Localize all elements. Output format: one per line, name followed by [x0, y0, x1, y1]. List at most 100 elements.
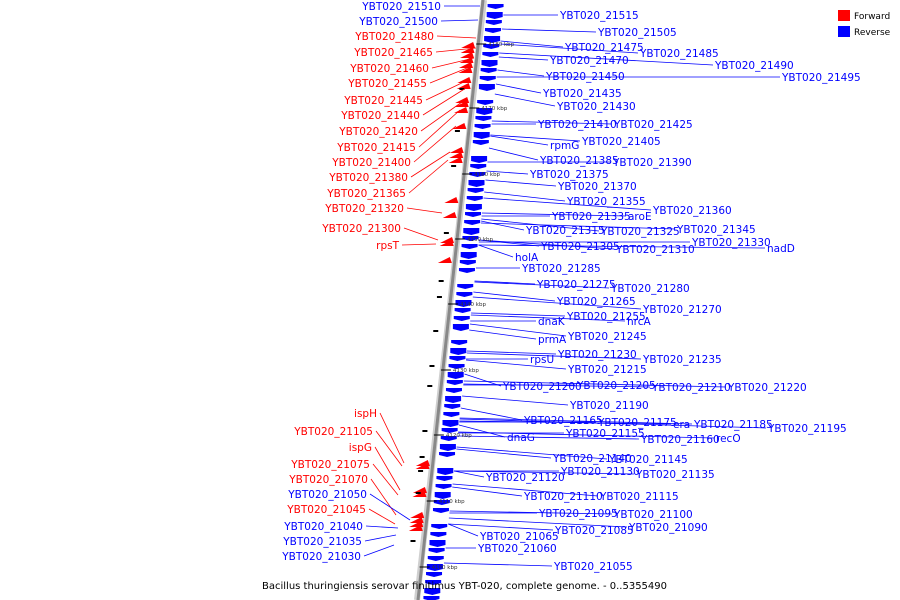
gene-label-left[interactable]: YBT020_21075	[290, 459, 370, 471]
gene-label-right[interactable]: prmA	[538, 334, 567, 346]
gene-label-right[interactable]: nadD	[767, 243, 795, 255]
gene-label-right[interactable]: YBT020_21375	[529, 169, 609, 181]
gene-label-left[interactable]: YBT020_21400	[331, 157, 411, 169]
gene-label-right[interactable]: YBT020_21145	[608, 454, 688, 466]
gene-label-left[interactable]: YBT020_21300	[321, 223, 401, 235]
gene-label-right[interactable]: YBT020_21120	[485, 472, 565, 484]
gene-label-left[interactable]: YBT020_21440	[340, 110, 420, 122]
gene-label-right[interactable]: YBT020_21255	[566, 311, 646, 323]
gene-label-right[interactable]: YBT020_21280	[610, 283, 690, 295]
gene-label-right[interactable]: YBT020_21190	[569, 400, 649, 412]
gene-label-right[interactable]: YBT020_21330	[691, 237, 771, 249]
gene-label-right[interactable]: YBT020_21230	[557, 349, 637, 361]
gene-label-left[interactable]: YBT020_21040	[283, 521, 363, 533]
gene-label-right[interactable]: YBT020_21475	[564, 42, 644, 54]
gene-label-right[interactable]: YBT020_21095	[538, 508, 618, 520]
gene-label-right[interactable]: rpmG	[550, 140, 579, 152]
gene-label-right[interactable]: YBT020_21090	[628, 522, 708, 534]
gene-label-right[interactable]: YBT020_21435	[542, 88, 622, 100]
gene-label-right[interactable]: YBT020_21195	[767, 423, 847, 435]
gene-label-left[interactable]: YBT020_21030	[281, 551, 361, 563]
gene-label-left[interactable]: YBT020_21365	[326, 188, 406, 200]
gene-label-right[interactable]: YBT020_21425	[613, 119, 693, 131]
gene-label-right[interactable]: YBT020_21325	[600, 226, 680, 238]
gene-label-right[interactable]: YBT020_21235	[642, 354, 722, 366]
gene-label-right[interactable]: dnaG	[507, 432, 535, 444]
gene-label-right[interactable]: YBT020_21055	[553, 561, 633, 573]
gene-label-right[interactable]: YBT020_21100	[613, 509, 693, 521]
gene-label-right[interactable]: YBT020_21355	[566, 196, 646, 208]
gene-label-right[interactable]: YBT020_21430	[556, 101, 636, 113]
gene-label-right[interactable]: YBT020_21220	[727, 382, 807, 394]
gene-label-right[interactable]: YBT020_21335	[551, 211, 631, 223]
gene-label-right[interactable]: YBT020_21175	[597, 417, 677, 429]
gene-label-right[interactable]: YBT020_21130	[560, 466, 640, 478]
gene-label-right[interactable]: YBT020_21470	[549, 55, 629, 67]
gene-label-right[interactable]: YBT020_21265	[556, 296, 636, 308]
gene-label-right[interactable]: YBT020_21490	[714, 60, 794, 72]
gene-label-right[interactable]: YBT020_21450	[545, 71, 625, 83]
leader-line	[478, 244, 766, 249]
gene-label-left[interactable]: YBT020_21480	[354, 31, 434, 43]
gene-label-right[interactable]: dnaK	[538, 316, 566, 328]
gene-label-left[interactable]: YBT020_21320	[324, 203, 404, 215]
gene-label-right[interactable]: YBT020_21515	[559, 10, 639, 22]
gene-label-right[interactable]: YBT020_21405	[581, 136, 661, 148]
gene-label-right[interactable]: YBT020_21200	[502, 381, 582, 393]
gene-label-right[interactable]: era	[673, 419, 690, 431]
gene-labels[interactable]: YBT020_21510 YBT020_21500 YBT020_21480 YBT0…	[281, 1, 860, 573]
gene-label-left[interactable]: YBT020_21420	[338, 126, 418, 138]
gene-label-right[interactable]: YBT020_21285	[521, 263, 601, 275]
gene-label-right[interactable]: YBT020_21245	[567, 331, 647, 343]
gene-label-left[interactable]: YBT020_21105	[293, 426, 373, 438]
gene-label-right[interactable]: YBT020_21155	[565, 428, 645, 440]
gene-label-right[interactable]: YBT020_21085	[554, 525, 634, 537]
gene-label-right[interactable]: rpsU	[530, 354, 554, 366]
gene-label-right[interactable]: YBT020_21275	[536, 279, 616, 291]
gene-label-right[interactable]: YBT020_21270	[642, 304, 722, 316]
gene-label-left[interactable]: YBT020_21500	[358, 16, 438, 28]
gene-label-right[interactable]: YBT020_21385	[539, 155, 619, 167]
gene-label-right[interactable]: YBT020_21140	[552, 453, 632, 465]
gene-label-right[interactable]: YBT020_21115	[599, 491, 679, 503]
gene-label-right[interactable]: YBT020_21485	[639, 48, 719, 60]
gene-label-right[interactable]: hrcA	[627, 316, 652, 328]
gene-label-left[interactable]: YBT020_21045	[286, 504, 366, 516]
gene-label-right[interactable]: YBT020_21310	[615, 244, 695, 256]
gene-label-left[interactable]: ispH	[354, 408, 377, 420]
gene-label-right[interactable]: YBT020_21315	[525, 225, 605, 237]
gene-label-left[interactable]: ispG	[349, 442, 372, 454]
gene-label-right[interactable]: YBT020_21160	[640, 434, 720, 446]
gene-label-right[interactable]: YBT020_21370	[557, 181, 637, 193]
gene-label-right[interactable]: YBT020_21060	[477, 543, 557, 555]
gene-label-right[interactable]: YBT020_21135	[635, 469, 715, 481]
gene-label-right[interactable]: YBT020_21185	[693, 419, 773, 431]
gene-label-left[interactable]: YBT020_21455	[347, 78, 427, 90]
gene-label-left[interactable]: YBT020_21070	[288, 474, 368, 486]
gene-label-left[interactable]: YBT020_21415	[336, 142, 416, 154]
gene-label-right[interactable]: recO	[716, 433, 741, 445]
gene-label-right[interactable]: YBT020_21205	[576, 380, 656, 392]
gene-label-left[interactable]: YBT020_21445	[343, 95, 423, 107]
gene-label-right[interactable]: YBT020_21345	[676, 224, 756, 236]
gene-label-right[interactable]: YBT020_21390	[612, 157, 692, 169]
gene-label-right[interactable]: YBT020_21215	[567, 364, 647, 376]
gene-label-right[interactable]: YBT020_21065	[479, 531, 559, 543]
gene-label-left[interactable]: YBT020_21380	[328, 172, 408, 184]
gene-label-right[interactable]: YBT020_21305	[540, 241, 620, 253]
gene-label-right[interactable]: holA	[515, 252, 539, 264]
gene-label-right[interactable]: YBT020_21210	[651, 382, 731, 394]
gene-label-right[interactable]: YBT020_21410	[537, 119, 617, 131]
gene-label-left[interactable]: YBT020_21510	[361, 1, 441, 13]
gene-label-left[interactable]: YBT020_21035	[282, 536, 362, 548]
gene-label-left[interactable]: rpsT	[376, 240, 399, 252]
gene-label-left[interactable]: YBT020_21460	[349, 63, 429, 75]
gene-label-right[interactable]: YBT020_21505	[597, 27, 677, 39]
gene-label-right[interactable]: YBT020_21360	[652, 205, 732, 217]
gene-label-right[interactable]: YBT020_21495	[781, 72, 861, 84]
gene-label-left[interactable]: YBT020_21465	[353, 47, 433, 59]
gene-label-right[interactable]: aroE	[628, 211, 652, 223]
gene-label-right[interactable]: YBT020_21110	[523, 491, 603, 503]
gene-label-right[interactable]: YBT020_21165	[523, 415, 603, 427]
gene-label-left[interactable]: YBT020_21050	[287, 489, 367, 501]
